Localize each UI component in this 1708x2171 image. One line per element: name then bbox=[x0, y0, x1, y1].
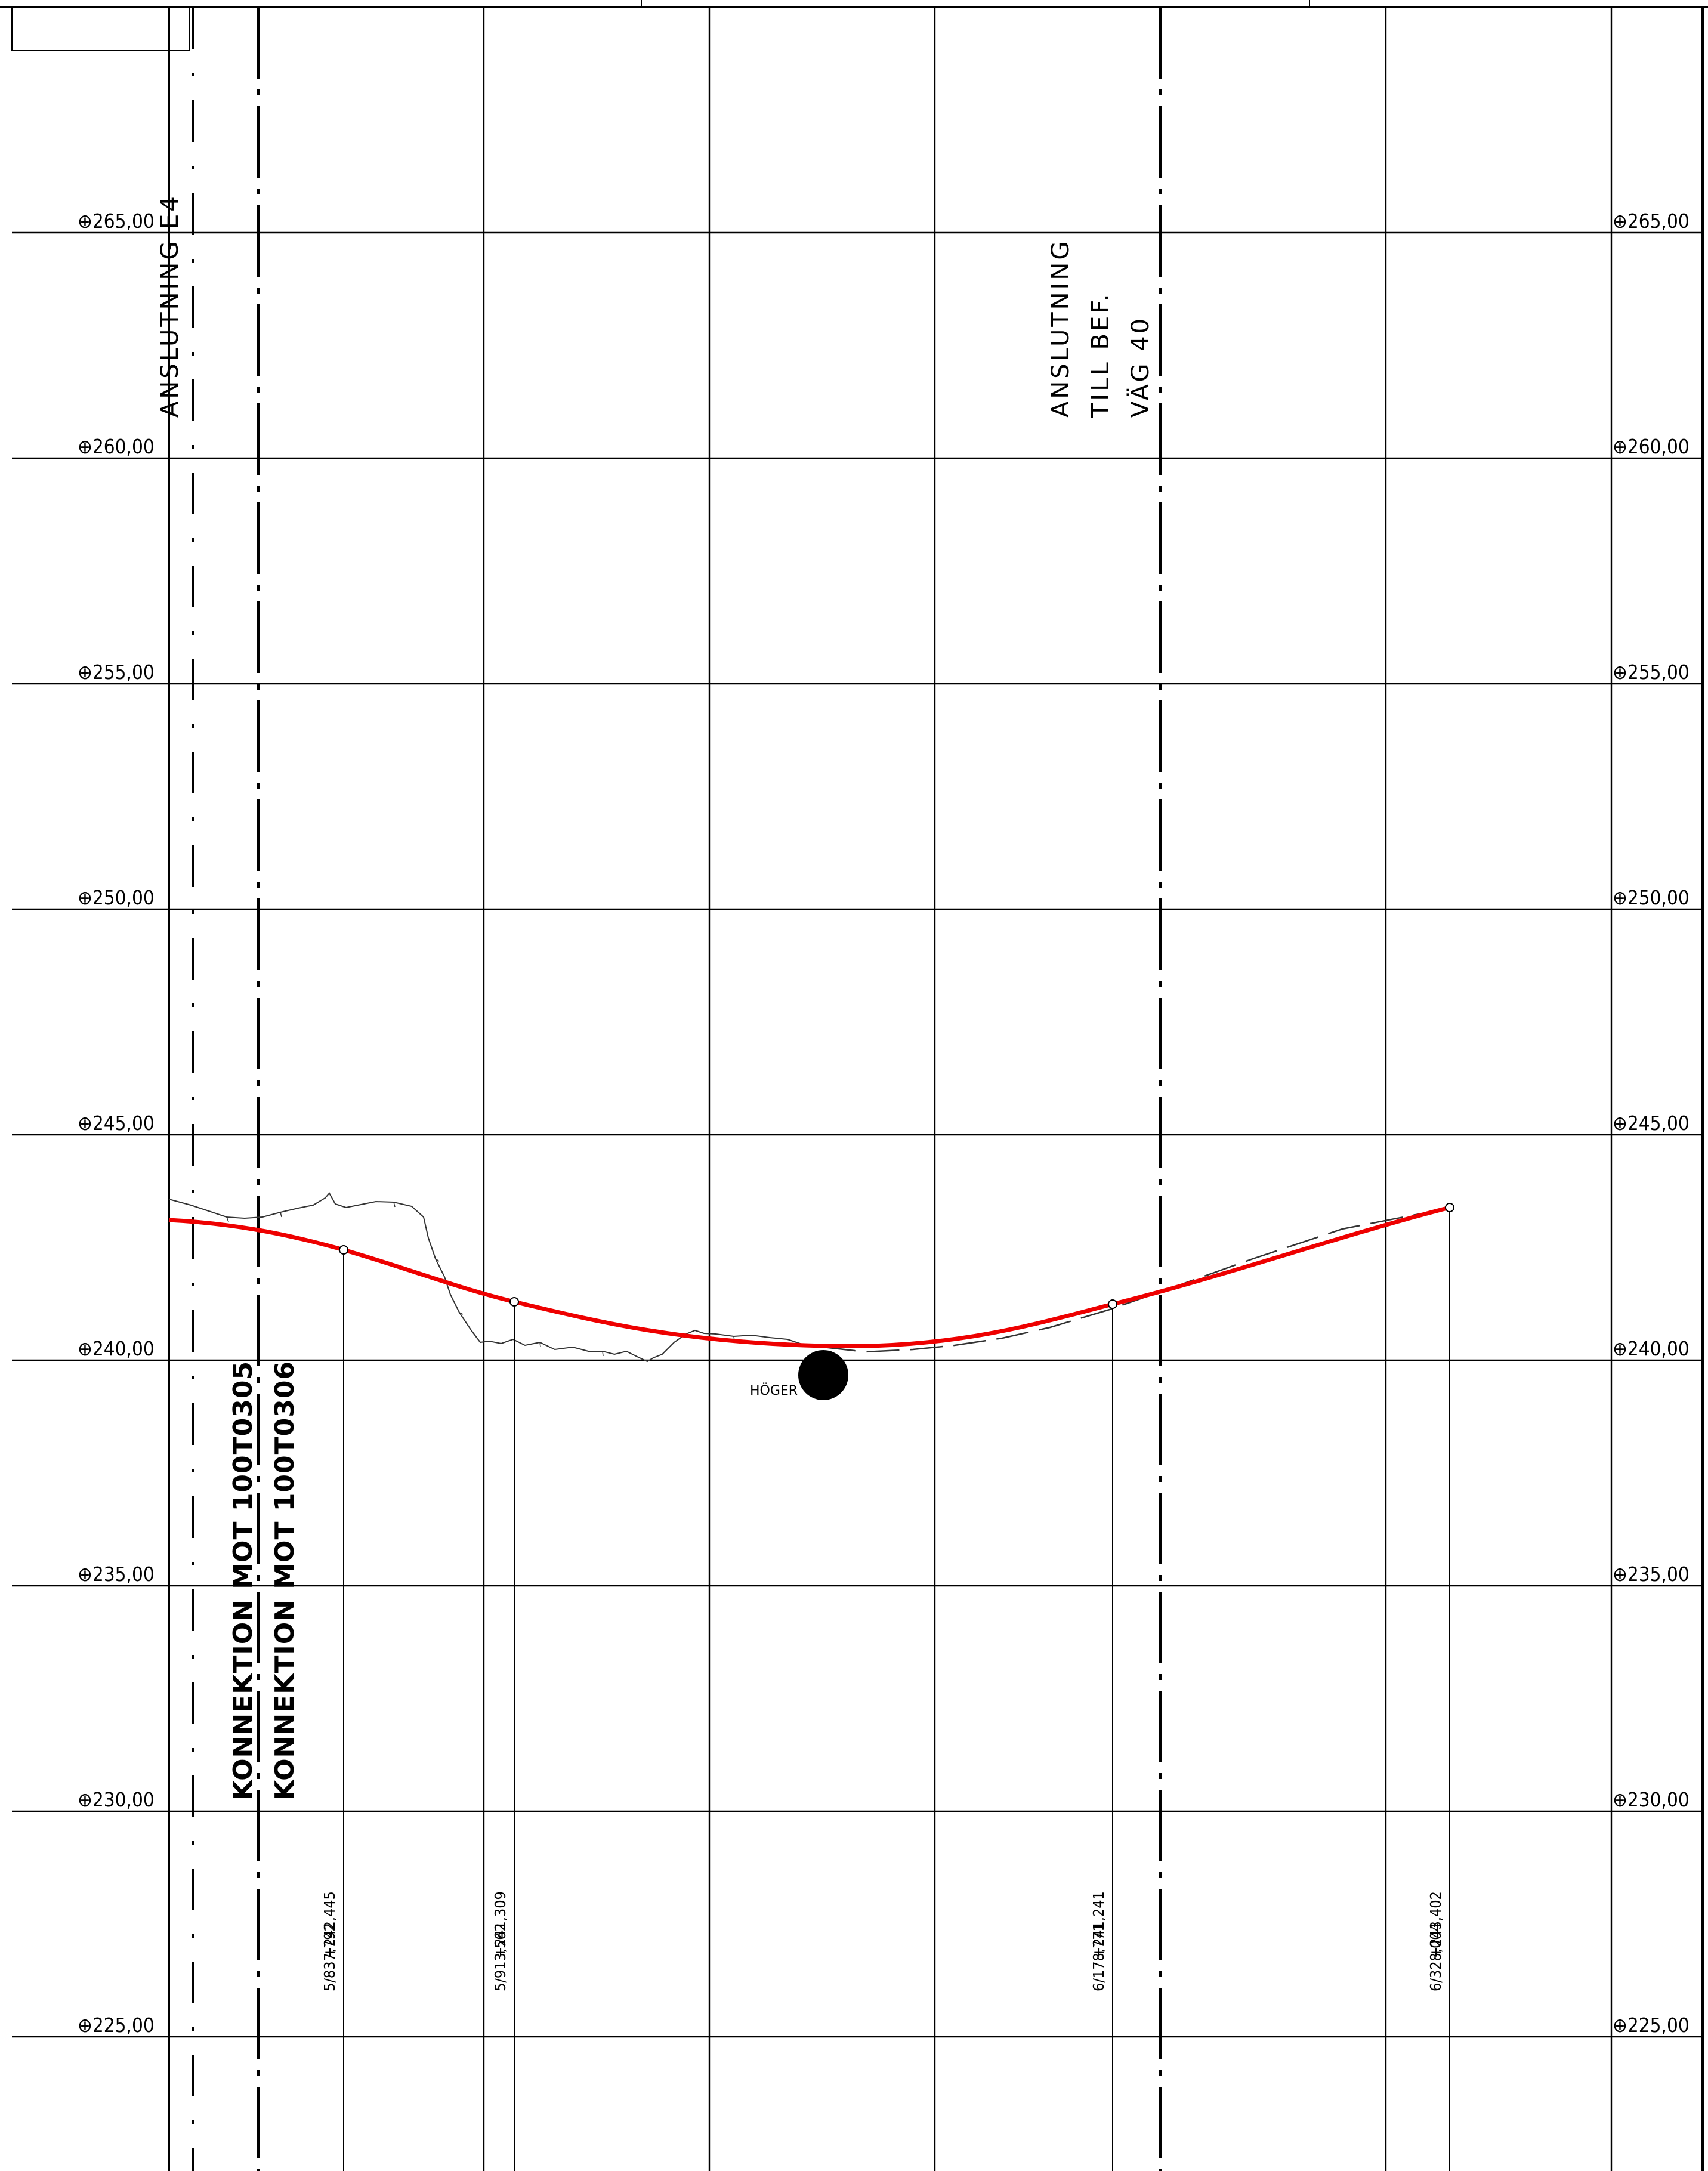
junction-label-line2: TILL BEF. bbox=[1087, 291, 1114, 418]
elevation-label-left: ⊕235,00 bbox=[78, 1562, 155, 1586]
elevation-label-right: ⊕245,00 bbox=[1613, 1111, 1690, 1135]
elevation-label-right: ⊕260,00 bbox=[1613, 435, 1690, 458]
profile-point-verticals bbox=[343, 1208, 1450, 2171]
terrain-line bbox=[168, 1192, 824, 1363]
pp4-station: 6/328,004 bbox=[1427, 1923, 1444, 1991]
elevation-label-right: ⊕235,00 bbox=[1613, 1562, 1690, 1586]
elevation-label-left: ⊕255,00 bbox=[78, 660, 155, 684]
profile-point-markers bbox=[339, 1203, 1454, 1309]
junction-label-line3: VÄG 40 bbox=[1126, 316, 1154, 418]
elevation-label-left: ⊕240,00 bbox=[78, 1337, 155, 1360]
elevation-label-left: ⊕230,00 bbox=[78, 1788, 155, 1811]
elevation-label-right: ⊕240,00 bbox=[1613, 1337, 1690, 1360]
pp2-elevation: +241,309 bbox=[492, 1891, 509, 1958]
konnektion-label-0305: KONNEKTION MOT 100T0305 bbox=[228, 1361, 258, 1801]
elevation-label-right: ⊕255,00 bbox=[1613, 660, 1690, 684]
elevation-label-left: ⊕265,00 bbox=[78, 209, 155, 233]
hoger-label: HÖGER bbox=[750, 1383, 798, 1398]
elevation-label-left: ⊕245,00 bbox=[78, 1111, 155, 1135]
pp3-station: 6/178,771 bbox=[1090, 1923, 1107, 1991]
konnektion-label-0306: KONNEKTION MOT 100T0306 bbox=[270, 1361, 300, 1801]
elevation-label-left: ⊕250,00 bbox=[78, 886, 155, 909]
junction-label-line1: ANSLUTNING bbox=[1047, 239, 1074, 418]
connection-centerlines bbox=[192, 7, 1162, 2171]
elevation-label-right: ⊕230,00 bbox=[1613, 1788, 1690, 1811]
elevation-label-left: ⊕260,00 bbox=[78, 435, 155, 458]
horizontal-grid: ⊕265,00 ⊕265,00 ⊕260,00 ⊕260,00 ⊕255,00 ⊕255,… bbox=[12, 209, 1703, 2038]
elevation-label-left: ⊕225,00 bbox=[78, 2013, 155, 2037]
terrain-ticks bbox=[226, 1202, 735, 1357]
elevation-label-right: ⊕225,00 bbox=[1613, 2013, 1690, 2037]
design-profile-line bbox=[168, 1205, 1450, 1349]
pp1-station: 5/837,792 bbox=[321, 1923, 338, 1991]
pp4-elevation: +243,402 bbox=[1427, 1891, 1444, 1958]
profile-point-labels: 5/837,792 +242,445 5/913,562 +241,309 6/… bbox=[321, 1891, 1444, 1991]
pp3-elevation: +241,241 bbox=[1090, 1891, 1107, 1958]
pp1-elevation: +242,445 bbox=[321, 1891, 338, 1958]
hoger-marker bbox=[798, 1350, 848, 1400]
elevation-label-right: ⊕250,00 bbox=[1613, 886, 1690, 909]
pp2-station: 5/913,562 bbox=[492, 1923, 509, 1991]
existing-road-line bbox=[823, 1207, 1450, 1353]
elevation-label-right: ⊕265,00 bbox=[1613, 209, 1690, 233]
vertical-grid bbox=[168, 7, 1613, 2171]
connection-top-label: ANSLUTNING E4 bbox=[156, 194, 184, 418]
